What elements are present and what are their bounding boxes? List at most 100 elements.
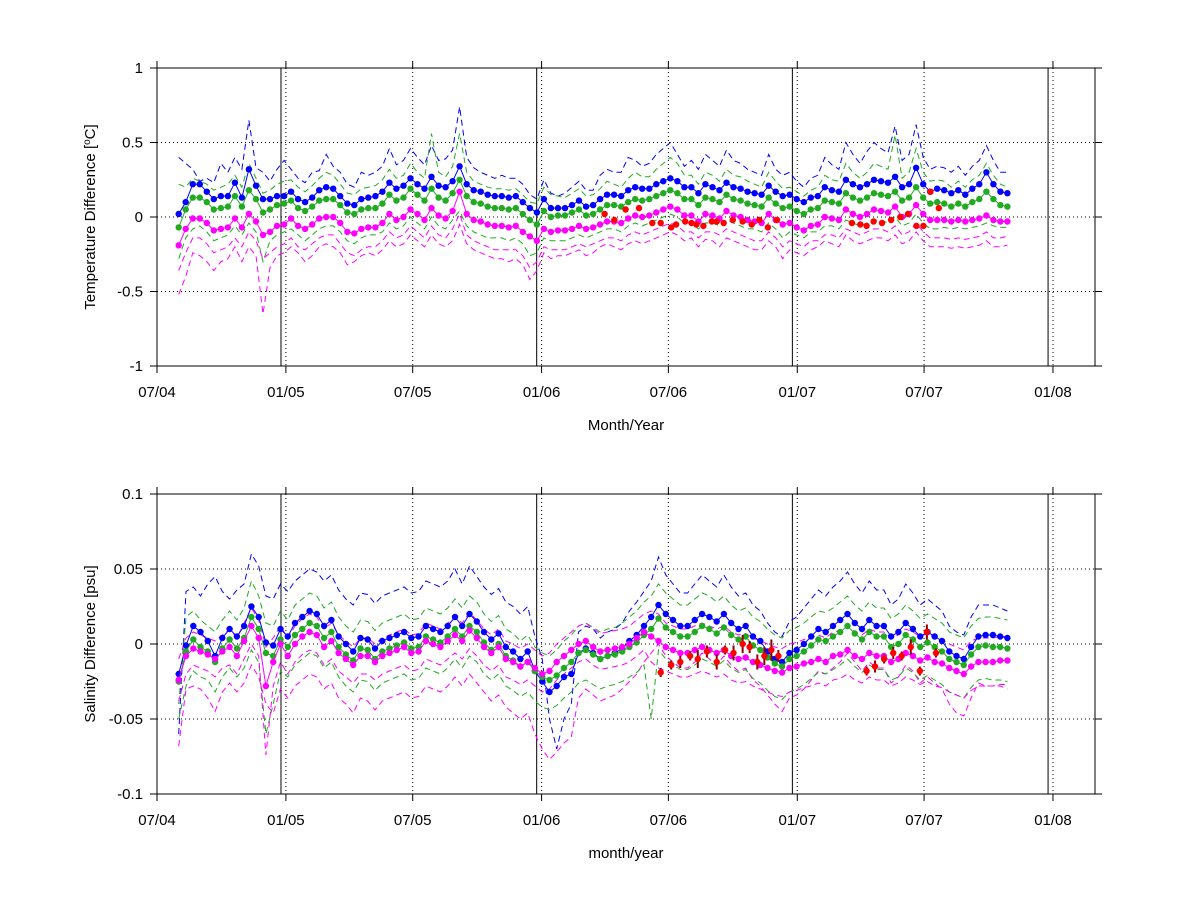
temperature-point-observed: [729, 216, 736, 224]
temperature-point-upper: [688, 184, 695, 191]
salinity-point-lower: [655, 637, 662, 645]
temperature-point-lower: [962, 218, 969, 225]
temperature-point-upper: [610, 191, 618, 198]
temperature-point-lower: [386, 210, 393, 218]
salinity-point-middle: [735, 636, 742, 643]
temperature-point-lower: [765, 210, 772, 218]
salinity-point-middle: [902, 631, 909, 639]
temperature-point-lower: [435, 212, 442, 219]
temperature-point-lower: [681, 212, 688, 219]
temperature-point-observed: [870, 218, 877, 225]
salinity-point-observed: [916, 667, 924, 675]
temperature-point-middle: [547, 213, 555, 221]
temperature-point-lower: [547, 228, 555, 236]
temperature-point-upper: [505, 194, 512, 201]
temperature-point-lower: [414, 210, 421, 218]
temperature-point-upper: [477, 188, 484, 195]
temperature-point-upper: [674, 178, 681, 185]
temperature-point-lower: [470, 216, 477, 224]
salinity-point-middle: [917, 643, 924, 651]
temperature-point-upper: [744, 188, 751, 195]
salinity-point-upper: [669, 616, 677, 624]
temperature-point-middle: [456, 176, 463, 183]
salinity-point-upper: [371, 645, 379, 652]
temperature-point-lower: [323, 213, 330, 221]
salinity-point-upper: [648, 613, 655, 621]
salinity-envelope-middle-upper: [178, 579, 1008, 705]
salinity-point-upper: [190, 622, 197, 630]
temperature-point-lower: [723, 207, 730, 215]
temperature-point-upper: [575, 197, 583, 204]
temperature-envelope-middle-upper: [178, 133, 1008, 205]
temperature-point-lower: [196, 215, 203, 222]
temperature-point-middle: [646, 195, 653, 203]
temperature-point-upper: [189, 181, 196, 188]
salinity-x-tick-label: 07/04: [138, 812, 176, 829]
temperature-point-upper: [941, 187, 948, 194]
salinity-point-lower: [887, 658, 895, 666]
temperature-point-middle: [393, 197, 400, 204]
salinity-point-middle: [306, 619, 313, 627]
temperature-point-lower: [835, 216, 843, 224]
temperature-point-upper: [716, 187, 723, 194]
temperature-point-lower: [568, 225, 576, 233]
salinity-point-lower: [393, 646, 400, 654]
salinity-point-lower: [313, 631, 320, 639]
salinity-point-middle: [429, 636, 437, 643]
temperature-point-lower: [955, 216, 962, 224]
salinity-point-observed: [932, 649, 940, 657]
temperature-point-upper: [863, 181, 871, 188]
salinity-point-middle: [1004, 645, 1011, 652]
temperature-point-upper: [786, 191, 793, 198]
temperature-point-lower: [280, 221, 288, 228]
salinity-point-middle: [677, 633, 684, 640]
salinity-point-upper: [197, 628, 204, 636]
salinity-point-lower: [837, 651, 844, 658]
temperature-point-middle: [442, 197, 449, 204]
temperature-point-middle: [898, 197, 906, 204]
salinity-point-upper: [560, 673, 568, 681]
salinity-series: [175, 601, 1011, 696]
temperature-point-lower: [400, 213, 407, 221]
salinity-point-upper: [793, 646, 800, 654]
temperature-point-upper: [301, 198, 309, 206]
temperature-point-upper: [309, 194, 316, 201]
temperature-point-lower: [653, 209, 660, 216]
salinity-point-upper: [902, 619, 909, 627]
temperature-point-middle: [358, 206, 365, 213]
temperature-point-upper: [442, 184, 449, 191]
temperature-point-observed: [713, 218, 720, 225]
salinity-point-lower: [786, 664, 793, 672]
temperature-point-upper: [337, 192, 344, 200]
temperature-point-observed: [764, 224, 772, 231]
temperature-point-middle: [582, 212, 590, 219]
temperature-point-lower: [1004, 218, 1011, 225]
salinity-point-upper: [328, 616, 335, 624]
temperature-point-middle: [400, 194, 407, 201]
temperature-point-middle: [428, 185, 435, 192]
temperature-point-upper: [351, 201, 358, 209]
temperature-point-middle: [737, 197, 744, 204]
salinity-point-upper: [931, 633, 938, 640]
salinity-point-observed: [721, 646, 729, 654]
salinity-point-middle: [728, 631, 735, 639]
temperature-point-lower: [491, 222, 498, 230]
salinity-point-upper: [182, 642, 190, 649]
temperature-point-lower: [927, 216, 934, 224]
salinity-point-middle: [357, 645, 364, 652]
salinity-point-observed: [871, 663, 879, 670]
salinity-point-lower: [219, 648, 226, 655]
temperature-point-upper: [814, 192, 821, 200]
temperature-envelope-upper: [178, 106, 1008, 200]
temperature-point-upper: [344, 200, 351, 207]
salinity-point-lower: [735, 655, 742, 663]
salinity-point-upper: [960, 655, 967, 663]
temperature-point-lower: [618, 219, 625, 227]
salinity-point-lower: [175, 676, 182, 684]
salinity-point-upper: [204, 637, 211, 645]
salinity-point-middle: [328, 628, 335, 636]
salinity-point-lower: [342, 655, 350, 663]
salinity-point-middle: [815, 636, 822, 643]
salinity-point-middle: [873, 633, 880, 640]
